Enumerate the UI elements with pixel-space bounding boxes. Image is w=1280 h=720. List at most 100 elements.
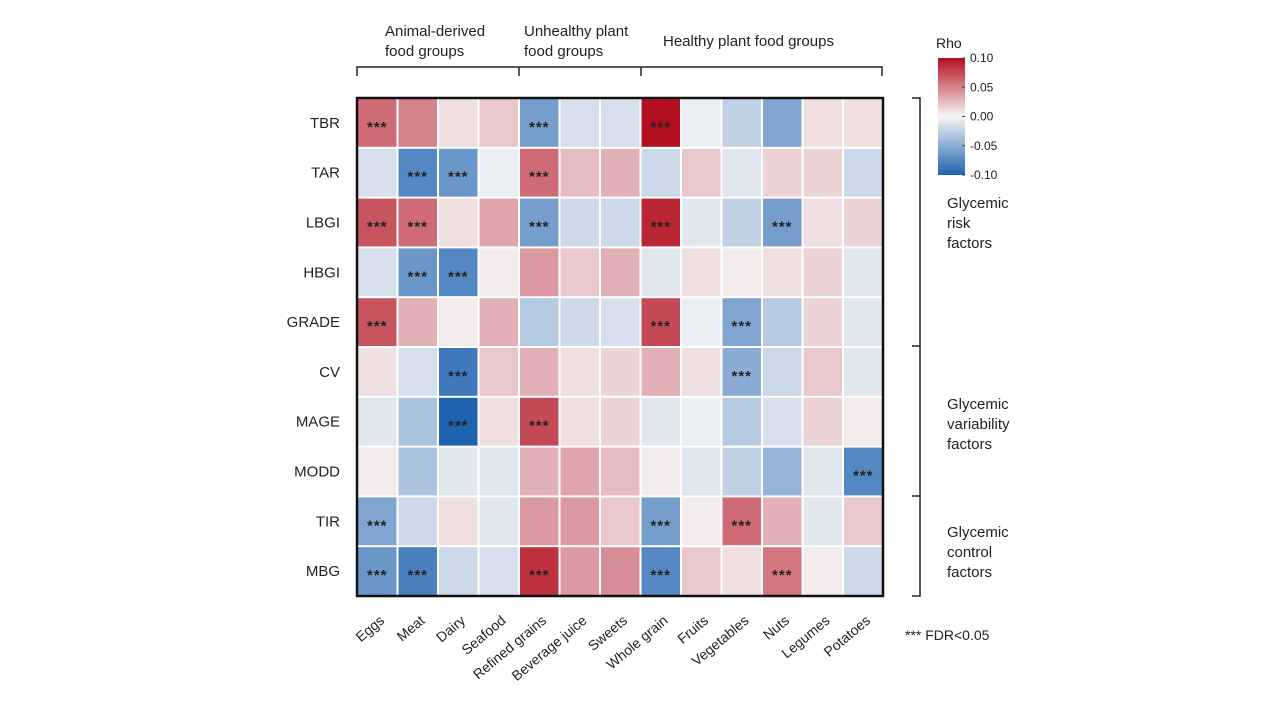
- cell-hbgi-refined-grains: [520, 248, 559, 297]
- cell-tir-vegetables: [722, 497, 761, 546]
- cell-mbg-refined-grains: [520, 547, 559, 595]
- cell-mage-beverage-juice: [560, 397, 599, 446]
- row-group-label-variability-2: variability: [947, 416, 1010, 433]
- sig-marker-mbg-nuts: ***: [772, 567, 793, 584]
- cell-grade-potatoes: [844, 298, 883, 346]
- row-label-hbgi: HBGI: [303, 264, 340, 281]
- cell-tir-legumes: [803, 497, 842, 546]
- cell-lbgi-dairy: [439, 198, 478, 247]
- row-label-mbg: MBG: [306, 563, 340, 580]
- cell-mbg-legumes: [803, 547, 842, 595]
- cell-tbr-nuts: [763, 99, 802, 147]
- cell-modd-eggs: [358, 447, 397, 496]
- cell-mage-fruits: [682, 397, 721, 446]
- row-labels: TBR TAR LBGI HBGI GRADE CV MAGE MODD TIR MBG: [287, 115, 341, 580]
- sig-marker-cv-vegetables: ***: [731, 368, 752, 385]
- cell-modd-whole-grain: [641, 447, 680, 496]
- cell-tar-beverage-juice: [560, 148, 599, 197]
- cell-modd-sweets: [601, 447, 640, 496]
- cell-mbg-fruits: [682, 547, 721, 595]
- cell-cv-dairy: [439, 348, 478, 396]
- cell-hbgi-seafood: [479, 248, 518, 297]
- cell-lbgi-fruits: [682, 198, 721, 247]
- cell-tbr-beverage-juice: [560, 99, 599, 147]
- cell-cv-eggs: [358, 348, 397, 396]
- cell-hbgi-vegetables: [722, 248, 761, 297]
- cell-grade-whole-grain: [641, 298, 680, 346]
- sig-marker-hbgi-dairy: ***: [448, 268, 469, 285]
- cell-mbg-vegetables: [722, 547, 761, 595]
- cell-tbr-vegetables: [722, 99, 761, 147]
- cell-mbg-sweets: [601, 547, 640, 595]
- cell-mage-meat: [398, 397, 437, 446]
- column-label-dairy: Dairy: [433, 612, 468, 645]
- sig-marker-lbgi-eggs: ***: [367, 219, 388, 236]
- cell-modd-fruits: [682, 447, 721, 496]
- sig-marker-tbr-whole-grain: ***: [650, 119, 671, 136]
- cell-mage-refined-grains: [520, 397, 559, 446]
- cell-modd-legumes: [803, 447, 842, 496]
- cell-grade-meat: [398, 298, 437, 346]
- cell-grade-beverage-juice: [560, 298, 599, 346]
- cell-tbr-eggs: [358, 99, 397, 147]
- sig-marker-tar-meat: ***: [407, 169, 428, 186]
- cell-tbr-seafood: [479, 99, 518, 147]
- cell-tir-whole-grain: [641, 497, 680, 546]
- cell-cv-nuts: [763, 348, 802, 396]
- cell-tar-nuts: [763, 148, 802, 197]
- column-label-meat: Meat: [394, 612, 428, 644]
- cell-mbg-dairy: [439, 547, 478, 595]
- row-group-label-variability-3: factors: [947, 436, 992, 453]
- sig-marker-tar-dairy: ***: [448, 169, 469, 186]
- cell-mbg-beverage-juice: [560, 547, 599, 595]
- column-group-bracket: [356, 66, 883, 76]
- cell-tbr-refined-grains: [520, 99, 559, 147]
- row-label-lbgi: LBGI: [306, 215, 340, 232]
- column-label-nuts: Nuts: [760, 612, 792, 643]
- cell-mage-eggs: [358, 397, 397, 446]
- row-group-label-variability-1: Glycemic: [947, 396, 1009, 413]
- row-label-tbr: TBR: [310, 115, 340, 132]
- cell-cv-legumes: [803, 348, 842, 396]
- column-label-eggs: Eggs: [352, 612, 387, 645]
- cell-tar-seafood: [479, 148, 518, 197]
- sig-marker-hbgi-meat: ***: [407, 268, 428, 285]
- column-group-headers: Animal-derived food groups Unhealthy pla…: [356, 23, 883, 76]
- cell-modd-vegetables: [722, 447, 761, 496]
- cell-modd-potatoes: [844, 447, 883, 496]
- column-group-label-healthy-1: Healthy plant food groups: [663, 33, 834, 50]
- cell-tir-beverage-juice: [560, 497, 599, 546]
- cell-hbgi-whole-grain: [641, 248, 680, 297]
- cell-grade-dairy: [439, 298, 478, 346]
- cell-hbgi-dairy: [439, 248, 478, 297]
- cell-tir-fruits: [682, 497, 721, 546]
- cell-hbgi-beverage-juice: [560, 248, 599, 297]
- cell-grade-vegetables: [722, 298, 761, 346]
- cell-hbgi-legumes: [803, 248, 842, 297]
- cell-cv-meat: [398, 348, 437, 396]
- cell-tar-vegetables: [722, 148, 761, 197]
- cell-tir-seafood: [479, 497, 518, 546]
- cell-tbr-potatoes: [844, 99, 883, 147]
- cell-tbr-whole-grain: [641, 99, 680, 147]
- cell-tar-fruits: [682, 148, 721, 197]
- cell-cv-vegetables: [722, 348, 761, 396]
- row-label-tar: TAR: [311, 165, 340, 182]
- column-group-label-animal-2: food groups: [385, 43, 464, 60]
- cell-tar-whole-grain: [641, 148, 680, 197]
- sig-marker-lbgi-whole-grain: ***: [650, 219, 671, 236]
- row-group-bracket: Glycemic risk factors Glycemic variabili…: [912, 97, 1010, 597]
- cell-lbgi-eggs: [358, 198, 397, 247]
- cell-tar-dairy: [439, 148, 478, 197]
- cell-lbgi-nuts: [763, 198, 802, 247]
- cell-mage-vegetables: [722, 397, 761, 446]
- row-group-label-control-3: factors: [947, 564, 992, 581]
- cell-mage-seafood: [479, 397, 518, 446]
- cell-tir-potatoes: [844, 497, 883, 546]
- heatmap-border: [355, 96, 885, 598]
- sig-marker-tir-whole-grain: ***: [650, 517, 671, 534]
- cell-lbgi-potatoes: [844, 198, 883, 247]
- cell-tir-dairy: [439, 497, 478, 546]
- cell-mage-nuts: [763, 397, 802, 446]
